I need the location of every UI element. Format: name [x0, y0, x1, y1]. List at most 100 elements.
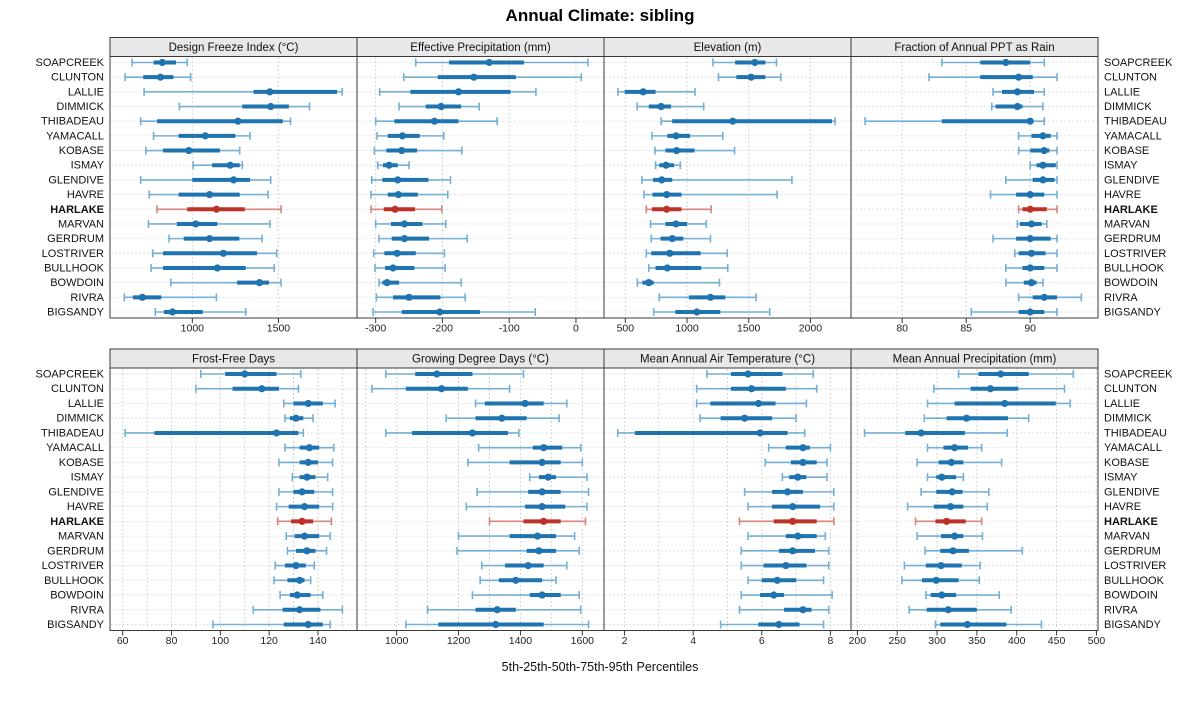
- median-dot: [533, 532, 542, 540]
- station-label-left: LOSTRIVER: [42, 248, 104, 260]
- median-dot: [799, 444, 807, 452]
- median-dot: [241, 370, 249, 378]
- axis-tick-label: 350: [968, 635, 986, 647]
- median-dot: [226, 161, 234, 169]
- panel-title: Mean Annual Air Temperature (°C): [640, 354, 815, 366]
- median-dot: [645, 279, 653, 287]
- station-label-left: SOAPCREEK: [36, 369, 105, 381]
- median-dot: [946, 503, 955, 511]
- station-label-right: RIVRA: [1104, 292, 1138, 304]
- station-label-left: SOAPCREEK: [36, 57, 105, 69]
- median-dot: [385, 161, 393, 169]
- station-label-left: BOWDOIN: [50, 590, 104, 602]
- station-label-right: KOBASE: [1104, 145, 1149, 157]
- median-dot: [433, 370, 441, 378]
- median-dot: [666, 249, 674, 257]
- axis-tick-label: 1600: [571, 635, 595, 647]
- median-dot: [219, 249, 227, 257]
- panel-plot-area: [109, 56, 358, 319]
- median-dot: [492, 620, 500, 629]
- median-dot: [1027, 249, 1036, 257]
- median-dot: [1026, 205, 1034, 213]
- median-dot: [544, 473, 552, 481]
- median-dot: [212, 205, 221, 213]
- station-label-right: MARVAN: [1104, 531, 1150, 543]
- median-dot: [394, 190, 402, 199]
- median-dot: [512, 576, 520, 584]
- median-dot: [168, 308, 177, 316]
- median-dot: [437, 385, 446, 393]
- median-dot: [668, 235, 676, 243]
- median-dot: [950, 532, 959, 540]
- station-label-left: YAMACALL: [46, 442, 104, 454]
- x-axis-title: 5th-25th-50th-75th-95th Percentiles: [501, 660, 699, 674]
- axis-tick-label: 2: [622, 635, 628, 647]
- station-label-right: BULLHOOK: [1104, 262, 1165, 274]
- median-dot: [1026, 235, 1034, 243]
- axis-tick-label: 120: [260, 635, 278, 647]
- station-label-right: HARLAKE: [1104, 516, 1158, 528]
- station-label-left: BIGSANDY: [47, 307, 105, 319]
- median-dot: [305, 444, 314, 452]
- median-dot: [393, 249, 401, 257]
- median-dot: [400, 235, 408, 243]
- median-dot: [1002, 58, 1010, 67]
- median-dot: [468, 429, 477, 437]
- median-dot: [1040, 146, 1048, 155]
- station-label-right: THIBADEAU: [1104, 116, 1167, 128]
- median-dot: [773, 576, 781, 584]
- median-dot: [298, 517, 306, 525]
- median-dot: [997, 370, 1005, 378]
- station-label-right: CLUNTON: [1104, 383, 1157, 395]
- station-label-left: DIMMICK: [56, 413, 104, 425]
- axis-tick-label: 4: [690, 635, 696, 647]
- station-label-right: LALLIE: [1104, 398, 1140, 410]
- median-dot: [1013, 102, 1021, 111]
- panel-title: Design Freeze Index (°C): [169, 42, 299, 54]
- axis-tick-label: 1500: [267, 323, 291, 335]
- axis-tick-label: 2000: [799, 323, 823, 335]
- station-label-left: BULLHOOK: [44, 575, 105, 587]
- station-label-left: CLUNTON: [51, 383, 104, 395]
- chart-title: Annual Climate: sibling: [505, 6, 695, 25]
- station-label-right: HAVRE: [1104, 189, 1141, 201]
- median-dot: [255, 279, 264, 287]
- station-label-right: ISMAY: [1104, 472, 1138, 484]
- station-label-right: LALLIE: [1104, 86, 1140, 98]
- median-dot: [783, 488, 792, 496]
- station-label-left: DIMMICK: [56, 101, 104, 113]
- panel-plot-area: [850, 367, 1099, 631]
- median-dot: [657, 102, 665, 111]
- axis-tick-label: 500: [617, 323, 635, 335]
- median-dot: [789, 503, 797, 511]
- median-dot: [205, 190, 214, 199]
- median-dot: [1013, 88, 1021, 96]
- station-label-left: HARLAKE: [50, 204, 104, 216]
- median-dot: [672, 132, 680, 140]
- axis-tick-label: 8: [827, 635, 833, 647]
- axis-tick-label: -100: [499, 323, 520, 335]
- station-label-left: MARVAN: [58, 531, 104, 543]
- median-dot: [185, 146, 193, 155]
- station-label-left: KOBASE: [59, 457, 104, 469]
- station-label-right: YAMACALL: [1104, 442, 1162, 454]
- station-label-left: BULLHOOK: [44, 262, 105, 274]
- median-dot: [498, 414, 506, 422]
- median-dot: [213, 264, 221, 272]
- median-dot: [1027, 279, 1036, 287]
- panel-title: Mean Annual Precipitation (mm): [893, 354, 1057, 366]
- median-dot: [454, 88, 463, 96]
- median-dot: [663, 190, 671, 199]
- station-label-right: HARLAKE: [1104, 204, 1158, 216]
- median-dot: [300, 503, 309, 511]
- median-dot: [292, 414, 300, 422]
- station-label-right: SOAPCREEK: [1104, 57, 1173, 69]
- median-dot: [272, 429, 281, 437]
- median-dot: [1040, 293, 1048, 301]
- median-dot: [524, 561, 532, 570]
- station-label-left: THIBADEAU: [41, 116, 104, 128]
- median-dot: [1039, 176, 1047, 184]
- station-label-left: GERDRUM: [47, 233, 104, 245]
- median-dot: [398, 146, 406, 155]
